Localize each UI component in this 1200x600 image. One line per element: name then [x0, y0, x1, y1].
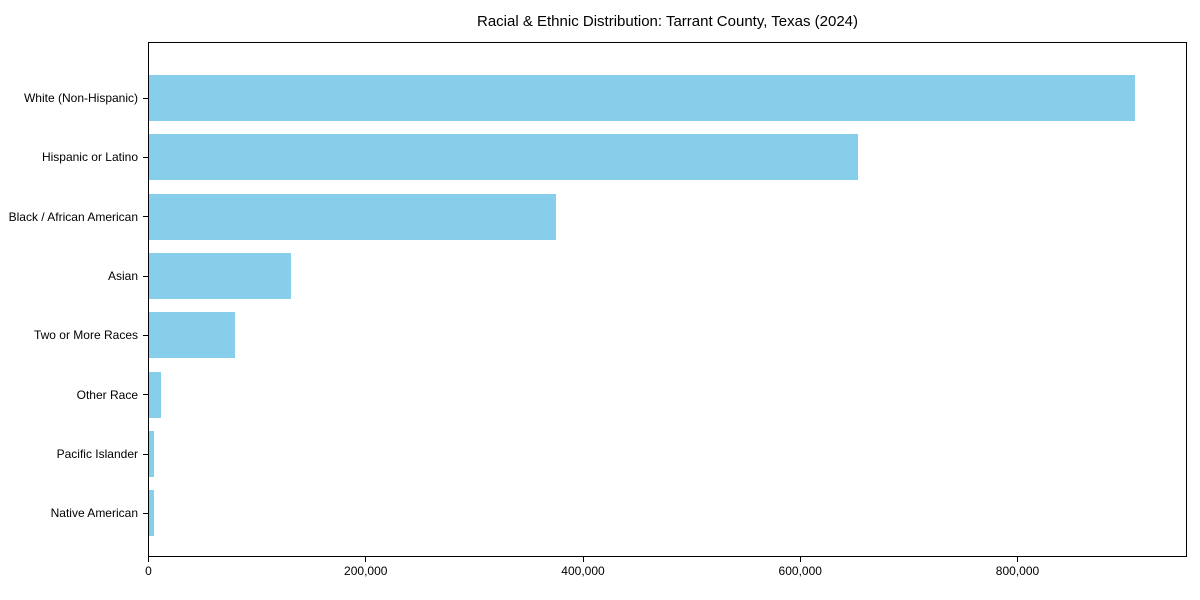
bar-asian [149, 253, 292, 300]
y-tick-label-white-non-hispanic: White (Non-Hispanic) [23, 91, 138, 105]
y-tick-label-two-or-more-races: Two or More Races [33, 328, 138, 343]
y-tick-mark [143, 97, 148, 99]
y-tick-mark [143, 394, 148, 396]
y-tick-label-black-african-american: Black / African American [8, 209, 138, 224]
x-tick-mark [799, 557, 801, 562]
x-tick-mark [1017, 557, 1018, 562]
y-tick-mark [143, 334, 148, 336]
x-tick-label: 800,000 [995, 564, 1040, 578]
bar-black-african-american [149, 193, 557, 240]
x-tick-label: 200,000 [344, 564, 388, 578]
x-tick-label: 0 [145, 564, 152, 578]
y-tick-mark [143, 453, 148, 455]
x-tick-mark [148, 557, 149, 562]
y-tick-mark [143, 275, 148, 277]
x-tick-mark [582, 557, 584, 562]
y-tick-label-native-american: Native American [50, 506, 138, 521]
x-tick-label: 600,000 [778, 564, 822, 578]
y-tick-mark [143, 156, 148, 158]
chart-title: Racial & Ethnic Distribution: Tarrant Co… [476, 13, 858, 30]
y-tick-label-other-race: Other Race [76, 387, 138, 402]
y-tick-mark [143, 512, 148, 514]
bar-other-race [149, 371, 161, 418]
bar-native-american [149, 490, 154, 537]
bar-two-or-more-races [149, 312, 235, 359]
x-tick-mark [365, 557, 367, 562]
bar-hispanic-or-latino [149, 134, 859, 181]
y-tick-label-asian: Asian [107, 269, 138, 284]
y-tick-mark [143, 216, 148, 218]
plot-area [148, 42, 1187, 557]
y-tick-label-pacific-islander: Pacific Islander [56, 447, 138, 462]
bar-pacific-islander [149, 431, 154, 478]
bar-white-non-hispanic [149, 75, 1136, 121]
y-tick-label-hispanic-or-latino: Hispanic or Latino [41, 150, 138, 165]
x-tick-label: 400,000 [561, 564, 605, 578]
